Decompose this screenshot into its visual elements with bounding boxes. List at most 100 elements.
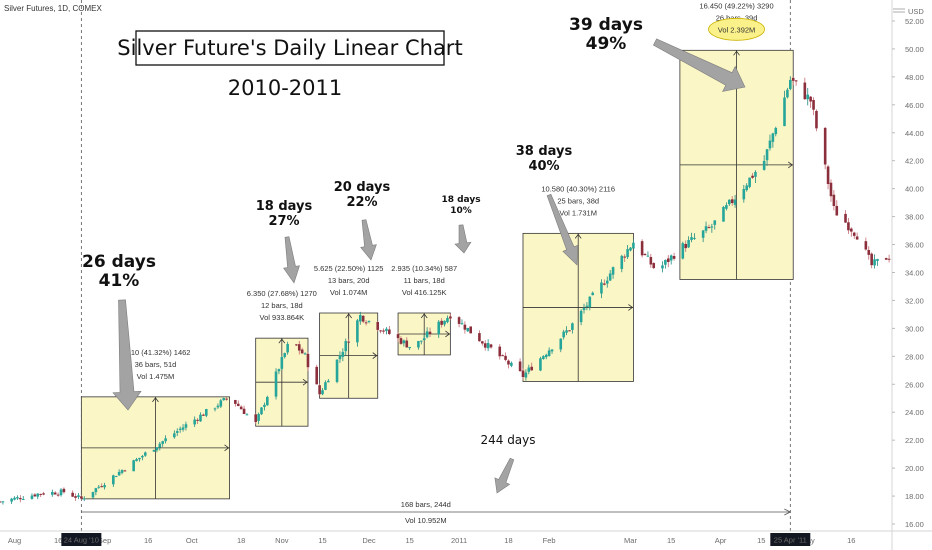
annotation-text: 49% (586, 34, 627, 54)
chart-title: Silver Future's Daily Linear Chart (117, 36, 462, 60)
annotation-arrow (652, 38, 746, 92)
candle (50, 489, 54, 497)
measure-box-2[interactable] (255, 337, 309, 427)
measure-right-arrow (224, 444, 230, 452)
candle (501, 354, 504, 357)
candle (143, 451, 147, 457)
candle-body (295, 344, 298, 346)
candle (242, 405, 246, 415)
candle (202, 413, 205, 416)
candle-body (103, 485, 106, 488)
candle (100, 483, 103, 488)
candle-body (507, 360, 510, 365)
y-tick-label: 52.00 (905, 17, 924, 26)
candle-body (600, 282, 603, 294)
candle-body (620, 255, 624, 269)
candle (367, 320, 371, 324)
candle-body (173, 433, 176, 438)
candle-body (527, 367, 531, 372)
candle-body (707, 227, 711, 229)
measure-box-5[interactable] (522, 232, 634, 382)
candle (518, 358, 522, 372)
candle (216, 403, 220, 409)
candle-body (21, 498, 25, 500)
candle (428, 327, 432, 338)
measure-label-line: 5.625 (22.50%) 1125 (314, 264, 384, 273)
measure-up-arrow (420, 313, 428, 319)
measure-box-1[interactable] (80, 396, 230, 500)
candle-body (672, 256, 676, 259)
candle-body (771, 133, 775, 142)
annotation-text: 18 days (256, 199, 313, 214)
candle-body (405, 340, 409, 348)
currency-label: USD (908, 7, 924, 16)
candle (161, 440, 165, 447)
candle (664, 259, 667, 269)
candle (591, 291, 595, 296)
candle-body (449, 316, 452, 319)
overall-volume-bg (393, 514, 458, 526)
measure-label-line: Vol 1.475M (137, 372, 175, 381)
measure-box-3[interactable] (319, 312, 379, 399)
annotation-text: 39 days (569, 15, 643, 35)
candle-body (422, 338, 426, 341)
measure-box-4[interactable] (397, 312, 451, 356)
candle (809, 95, 812, 108)
candle-body (478, 333, 481, 342)
candle-body (234, 400, 237, 404)
candle (199, 412, 202, 422)
candle (481, 340, 484, 346)
overall-annotation-arrow (494, 457, 515, 494)
annotation-text: 10% (450, 206, 472, 216)
candle (850, 227, 853, 237)
candle-body (347, 341, 350, 343)
candle (646, 251, 650, 257)
candle (460, 319, 464, 325)
measure-label-line: Vol 2.392M (718, 25, 756, 34)
candle-body (80, 496, 83, 499)
candle (0, 501, 2, 503)
candle (713, 220, 717, 230)
candle (219, 399, 223, 409)
candle (774, 126, 778, 137)
y-tick-label: 46.00 (905, 101, 924, 110)
candle (204, 408, 208, 418)
measure-right-arrow (302, 378, 308, 386)
candle-body (876, 258, 879, 261)
candle-body (823, 127, 827, 165)
annotation-arrow (283, 236, 300, 284)
y-tick-label: 36.00 (905, 241, 924, 250)
candle (181, 424, 185, 432)
x-tick-label: 15 (667, 536, 675, 545)
candle (422, 334, 426, 341)
candle (855, 232, 859, 240)
candle (710, 223, 714, 233)
candle-body (341, 351, 345, 357)
candle (112, 474, 115, 487)
candle (722, 206, 725, 222)
candle-body (138, 457, 141, 460)
candle-body (219, 400, 223, 407)
candle (765, 148, 769, 166)
candle-body (97, 486, 101, 488)
candle-body (803, 82, 807, 100)
candle-body (402, 340, 406, 344)
candle-body (303, 353, 307, 355)
candle-body (855, 236, 859, 240)
candle-body (608, 273, 612, 281)
candle-body (417, 341, 420, 348)
overall-measure[interactable]: 168 bars, 244d Vol 10.952M (81, 500, 792, 526)
candle (562, 329, 565, 340)
candle-body (446, 317, 449, 323)
candle (681, 241, 685, 260)
candle (544, 353, 548, 360)
candle (225, 397, 228, 401)
candle (94, 487, 98, 496)
measure-right-arrow (787, 161, 793, 169)
candle (669, 254, 673, 265)
y-tick-label: 22.00 (905, 436, 924, 445)
candle-body (242, 408, 246, 415)
candle (687, 236, 690, 249)
candle (440, 318, 443, 328)
